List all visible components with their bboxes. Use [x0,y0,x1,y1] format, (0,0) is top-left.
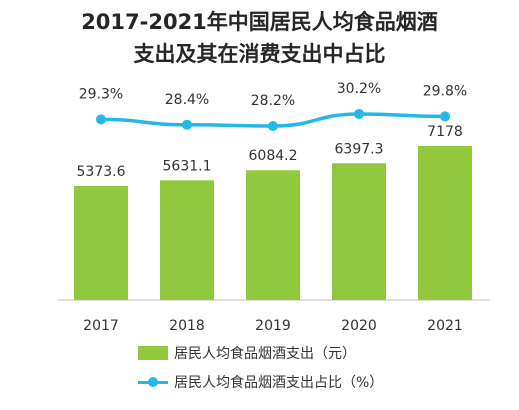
bar-2019 [246,170,300,300]
bar-label-2020: 6397.3 [335,141,384,157]
bar-2020 [332,163,386,300]
bar-label-2017: 5373.6 [77,164,126,180]
line-point-2017 [96,114,106,125]
bar-2018 [160,180,214,300]
line-point-2020 [354,109,364,119]
x-tick-label-2021: 2021 [427,318,463,334]
legend-line-label: 居民人均食品烟酒支出占比（%） [174,375,384,391]
bar-2021 [418,146,472,300]
legend-item-bar: 居民人均食品烟酒支出（元） [138,343,356,363]
line-label-2017: 29.3% [79,86,123,102]
line-point-2018 [182,119,192,130]
x-tick-label-2019: 2019 [255,318,291,334]
legend-line-swatch [138,375,168,389]
legend-bar-swatch [138,346,168,360]
line-label-2021: 29.8% [423,83,467,99]
legend-bar-label: 居民人均食品烟酒支出（元） [174,346,356,362]
line-label-2018: 28.4% [165,92,209,108]
legend-item-line: 居民人均食品烟酒支出占比（%） [138,372,383,392]
chart-title-line-2: 支出及其在消费支出中占比 [133,42,386,66]
bar-label-2019: 6084.2 [249,148,298,164]
line-label-2020: 30.2% [337,81,381,97]
line-point-2021 [440,111,450,122]
chart-title-line-1: 2017-2021年中国居民人均食品烟酒 [81,10,438,34]
x-tick-label-2020: 2020 [341,318,377,334]
x-tick-label-2018: 2018 [169,318,205,334]
line-label-2019: 28.2% [251,93,295,109]
bar-2017 [74,186,128,300]
bar-label-2021: 7178 [427,124,463,140]
line-point-2019 [268,121,278,131]
x-tick-label-2017: 2017 [83,318,119,334]
bar-label-2018: 5631.1 [163,158,212,174]
